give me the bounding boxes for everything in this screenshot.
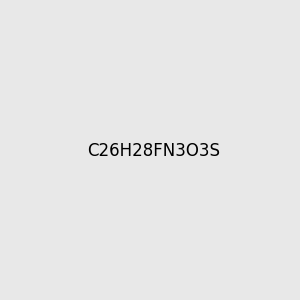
- Text: C26H28FN3O3S: C26H28FN3O3S: [87, 142, 220, 160]
